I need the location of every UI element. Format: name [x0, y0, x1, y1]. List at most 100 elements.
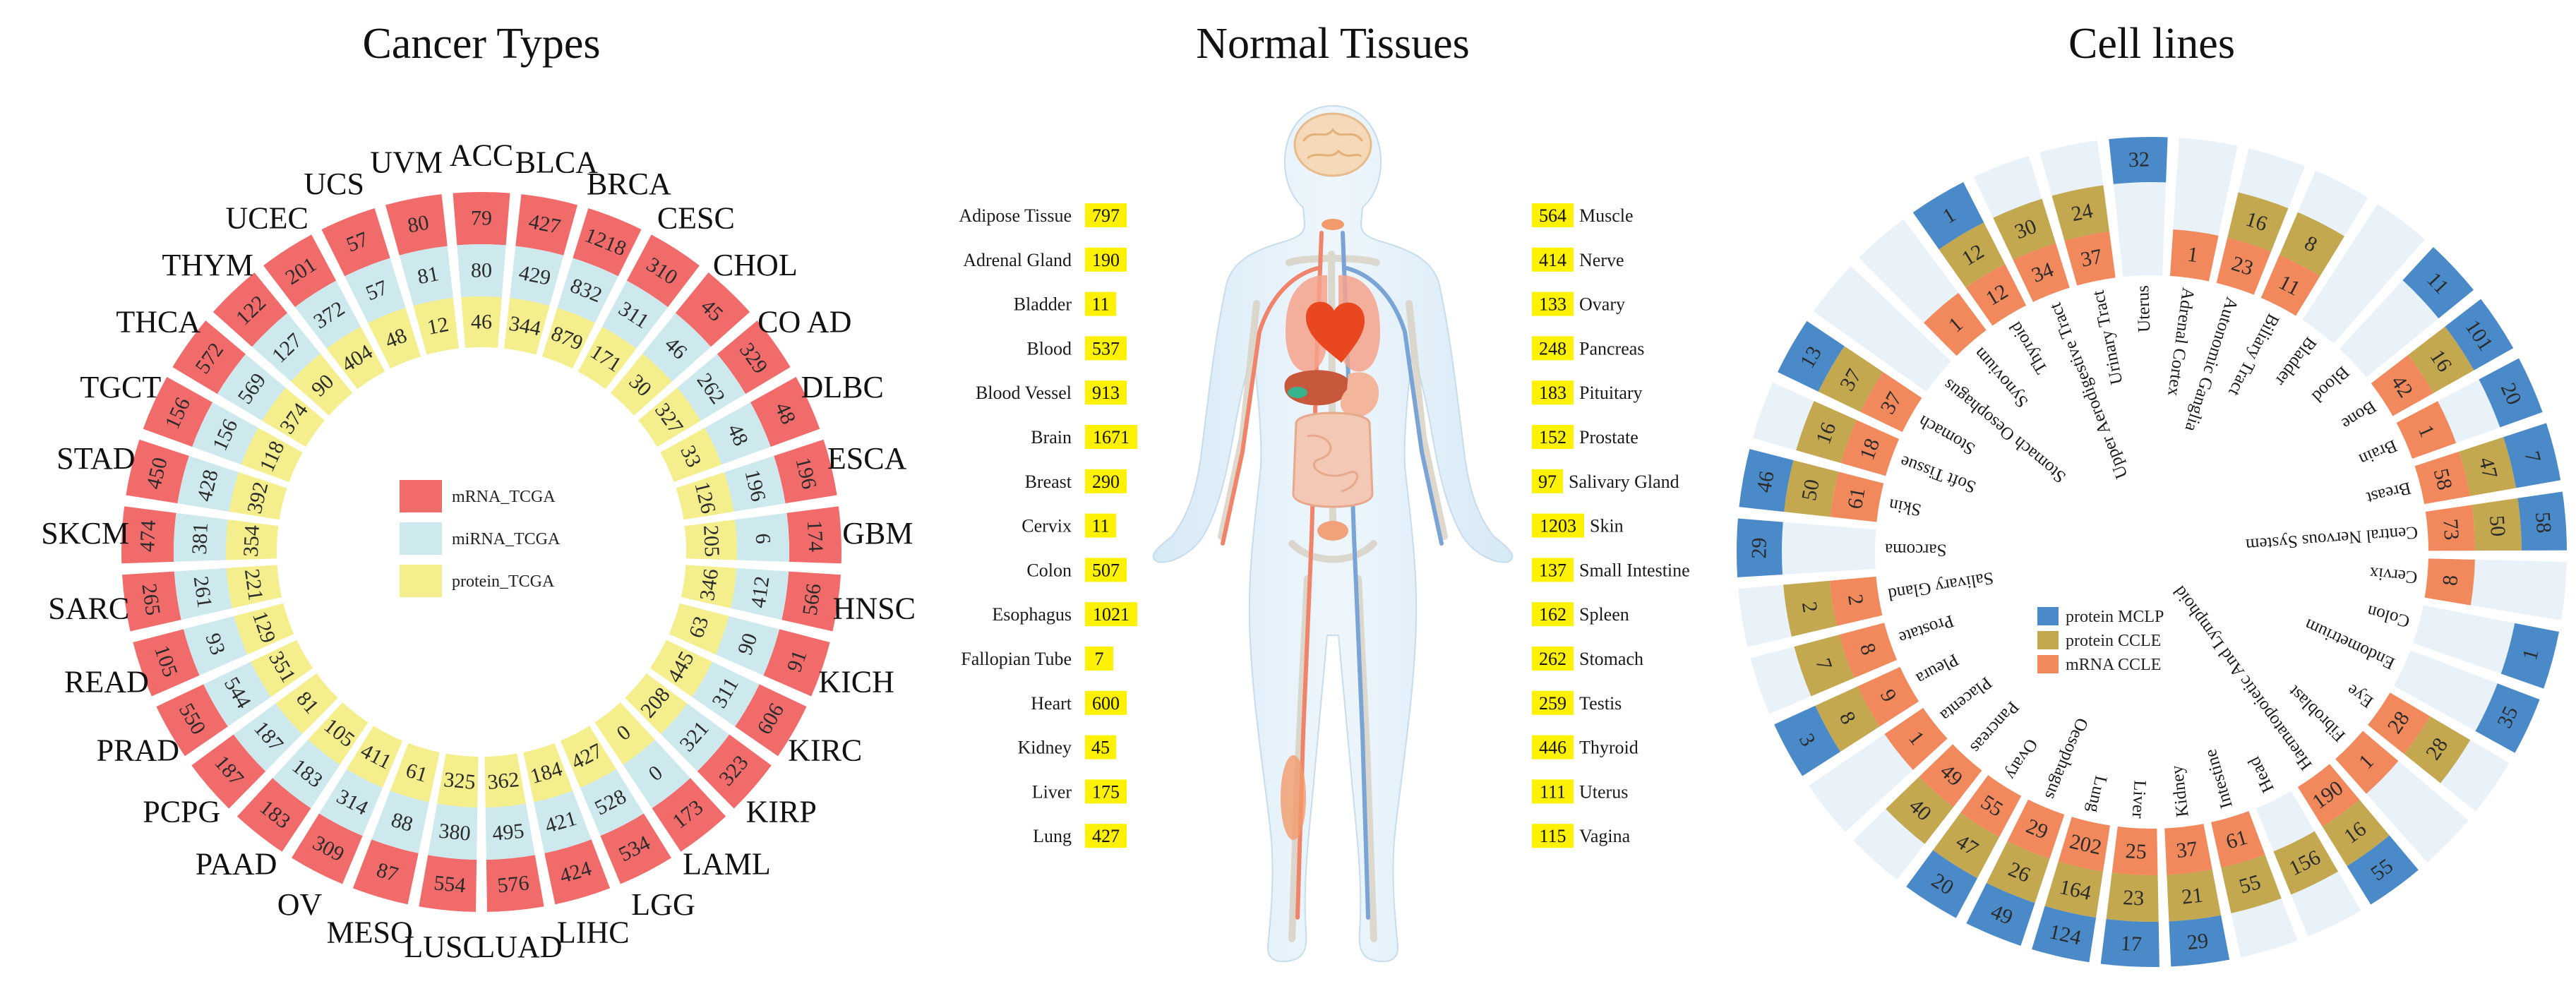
segment-protein-ccle-kidney: [2167, 869, 2222, 922]
tissue-badge-esophagus: [1085, 602, 1137, 627]
segment-mrna-tcga-thca: [172, 320, 246, 395]
cell-legend: protein MCLP protein CCLE mRNA CCLE: [2037, 607, 2164, 674]
cell-category-label-bladder: Bladder: [2271, 333, 2320, 390]
value-mirna-tcga-gbm: 6: [751, 533, 775, 545]
segment-protein-ccle-upper-aerodigestive-tract: [1993, 198, 2056, 260]
tissue-name-adrenal-gland: Adrenal Gland: [963, 250, 1072, 270]
tissue-count-testis: 259: [1539, 693, 1566, 714]
tissue-badge-breast: [1085, 469, 1127, 493]
segment-mrna-tcga-stad: [126, 439, 189, 504]
segment-mrna-ccle-skin: [1830, 472, 1884, 522]
tissue-name-bladder: Bladder: [1014, 294, 1072, 315]
segment-mirna-tcga-gbm: [735, 512, 789, 562]
value-mrna-tcga-hnsc: 566: [798, 582, 826, 617]
tissue-count-spleen: 162: [1539, 604, 1566, 625]
tissue-count-brain: 1671: [1093, 427, 1130, 448]
tissue-count-nerve: 414: [1539, 250, 1566, 270]
value-protein-mclp-sarcoma: 29: [1747, 537, 1771, 558]
tissue-name-adipose-tissue: Adipose Tissue: [959, 205, 1072, 226]
segment-mrna-ccle-breast: [2414, 451, 2471, 505]
segment-protein-tcga-chol: [610, 353, 672, 416]
segment-mrna-tcga-coad: [717, 320, 791, 395]
tissue-count-vagina: 115: [1539, 826, 1566, 846]
tissue-count-bladder: 11: [1091, 294, 1109, 315]
segment-mrna-ccle-synovium: [1924, 292, 1987, 356]
value-protein-ccle-skin: 50: [1797, 478, 1824, 503]
segment-mrna-tcga-blca: [515, 194, 577, 256]
tissue-badge-adipose-tissue: [1085, 203, 1127, 227]
segment-mrna-tcga-kirp: [697, 734, 772, 809]
segment-mrna-tcga-ucec: [263, 234, 337, 308]
heart-organ: [1305, 301, 1365, 363]
segment-mrna-tcga-laml: [652, 778, 726, 852]
tissue-name-colon: Colon: [1026, 560, 1072, 580]
segment-mrna-ccle-bone: [2371, 354, 2433, 416]
tissue-count-pancreas: 248: [1539, 338, 1566, 359]
tissue-badge-cervix: [1085, 513, 1116, 538]
segment-protein-mclp-stomach: [1778, 320, 1845, 392]
value-protein-ccle-liver: 23: [2122, 886, 2145, 911]
segment-mirna-tcga-kirp: [660, 703, 730, 771]
segment-protein-tcga-ucs: [368, 308, 421, 369]
category-label-brca: BRCA: [587, 167, 671, 201]
segment-mrna-tcga-luad: [486, 855, 544, 912]
category-label-paad: PAAD: [196, 846, 277, 881]
segment-mrna-ccle-autonomic-ganglia: [2216, 237, 2272, 295]
legend-label-protein-tcga: protein_TCGA: [452, 572, 555, 591]
intestine-organ: [1292, 412, 1374, 508]
segment-protein-mclp-pleura: [1774, 705, 1840, 776]
tissue-badge-salivary-gland: [1532, 469, 1563, 493]
segment-protein-ccle-prostate: [1794, 635, 1855, 697]
category-label-chol: CHOL: [713, 248, 798, 282]
tissue-count-adipose-tissue: 797: [1092, 205, 1120, 226]
bladder-organ: [1317, 521, 1348, 541]
segment-protein-tcga-hnsc: [681, 565, 737, 608]
value-protein-mclp-skin: 46: [1752, 469, 1779, 494]
tissue-name-spleen: Spleen: [1579, 604, 1629, 625]
segment-protein-ccle-pleura: [1815, 686, 1880, 752]
segment-mrna-ccle-haematopoietic-and-lymphoid: [2297, 764, 2360, 827]
segment-mrna-ccle-central-nervous-system: [2425, 505, 2475, 551]
tissue-name-skin: Skin: [1590, 516, 1624, 536]
value-protein-tcga-hnsc: 346: [695, 567, 723, 602]
segment-mirna-tcga-meso: [371, 791, 429, 853]
value-protein-ccle-urinary-tract: 24: [2069, 199, 2095, 226]
segment-mrna-tcga-paad: [236, 778, 311, 852]
value-mrna-ccle-kidney: 37: [2175, 837, 2199, 863]
cell-category-label-kidney: Kidney: [2167, 764, 2192, 818]
legend-swatch-protein-ccle: [2037, 631, 2059, 649]
segment-mrna-tcga-hnsc: [781, 571, 841, 632]
tissue-name-esophagus: Esophagus: [992, 604, 1072, 625]
tissue-panel-title: Normal Tissues: [1196, 20, 1470, 68]
tissue-count-esophagus: 1021: [1093, 604, 1130, 625]
tissue-name-testis: Testis: [1579, 693, 1622, 714]
segment-protein-tcga-dlbc: [660, 427, 722, 482]
segment-protein-mclp-sarcoma: [1737, 518, 1783, 577]
segment-mrna-tcga-lgg: [600, 813, 671, 884]
tissue-name-heart: Heart: [1031, 693, 1072, 714]
cell-category-label-lung: Lung: [2083, 774, 2110, 815]
value-mirna-tcga-lusc: 380: [438, 819, 472, 846]
segment-mrna-tcga-thym: [212, 272, 288, 347]
segment-mrna-ccle-stomach: [1860, 372, 1922, 433]
segment-mrna-tcga-lihc: [544, 839, 611, 905]
segment-mirna-tcga-blca: [510, 246, 564, 306]
cell-category-label-adrenal-cortex: Adrenal Cortex: [2164, 287, 2198, 398]
value-protein-tcga-skcm: 354: [239, 524, 264, 558]
tissue-name-fallopian-tube: Fallopian Tube: [961, 649, 1072, 669]
segment-mrna-tcga-kich: [763, 629, 830, 697]
segment-mrna-tcga-gbm: [786, 506, 841, 564]
tissue-badge-blood: [1085, 336, 1127, 361]
tissue-badge-liver: [1085, 779, 1127, 804]
cancer-panel-title: Cancer Types: [362, 20, 600, 68]
segment-mirna-tcga-tgct: [192, 402, 258, 465]
cell-category-label-cervix: Cervix: [2368, 563, 2419, 587]
segment-mirna-tcga-uvm: [399, 246, 453, 306]
tissue-name-lung: Lung: [1033, 826, 1072, 846]
value-mrna-ccle-urinary-tract: 37: [2079, 244, 2104, 271]
cell-category-label-breast: Breast: [2364, 478, 2413, 507]
segment-protein-tcga-meso: [390, 743, 440, 803]
category-label-lihc: LIHC: [557, 915, 630, 950]
tissue-badge-testis: [1532, 690, 1574, 715]
